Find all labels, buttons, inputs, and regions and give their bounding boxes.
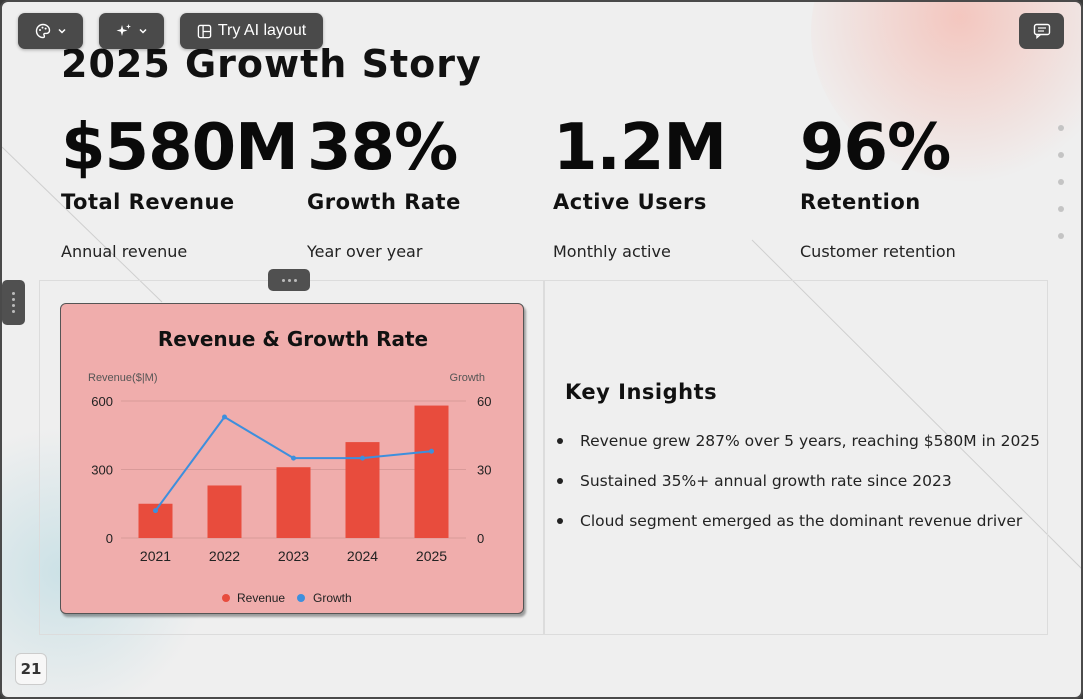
stat-value: 38% (307, 111, 458, 185)
stat-value: 96% (800, 111, 951, 185)
grip-dot (281, 278, 285, 282)
growth-point (360, 455, 365, 461)
comment-icon (1033, 23, 1050, 39)
stat-sub-text: Customer retention (800, 242, 956, 261)
y-tick-label: 600 (91, 394, 113, 409)
nav-dot[interactable] (1058, 179, 1064, 185)
grip-dot (293, 278, 297, 282)
y2-tick-label: 0 (477, 531, 484, 546)
page-number: 21 (15, 653, 47, 685)
y-axis-label: Revenue($|M) (88, 372, 158, 384)
slide-title[interactable]: 2025 Growth Story (61, 42, 482, 86)
stat-label: Total Revenue (61, 190, 235, 214)
growth-point (429, 448, 434, 454)
layout-icon (197, 24, 212, 38)
sparkles-icon (116, 24, 131, 36)
stat-label: Active Users (553, 190, 707, 214)
chart-bar (414, 405, 449, 538)
chart-bar (207, 485, 242, 538)
y2-tick-label: 60 (477, 394, 491, 409)
drag-handle-horizontal[interactable] (268, 269, 310, 291)
stat-sub-text: Year over year (307, 242, 423, 261)
stat-active-users[interactable]: 1.2M Active Users (553, 110, 798, 214)
stat-growth-rate[interactable]: 38% Growth Rate (307, 110, 552, 214)
grip-dot (287, 278, 291, 282)
legend-label-growth: Growth (313, 591, 352, 605)
palette-icon (35, 23, 50, 39)
chart-title: Revenue & Growth Rate (158, 327, 428, 351)
stat-label: Retention (800, 190, 921, 214)
grip-dot (12, 298, 15, 301)
y-tick-label: 300 (91, 463, 113, 478)
x-tick-label: 2021 (140, 548, 171, 564)
y-tick-label: 0 (106, 531, 113, 546)
stat-label: Growth Rate (307, 190, 461, 214)
list-item: Revenue grew 287% over 5 years, reaching… (555, 430, 1040, 470)
legend-marker-growth (297, 594, 305, 602)
list-item: Sustained 35%+ annual growth rate since … (555, 470, 1035, 510)
nav-dot[interactable] (1058, 233, 1064, 239)
legend-label-revenue: Revenue (237, 591, 285, 605)
grip-dot (12, 310, 15, 313)
list-item: Cloud segment emerged as the dominant re… (555, 510, 1035, 550)
growth-point (153, 508, 158, 514)
chevron-down-icon (138, 28, 147, 34)
column-divider[interactable] (543, 280, 545, 635)
stat-sub-text: Monthly active (553, 242, 671, 261)
nav-dot[interactable] (1058, 206, 1064, 212)
x-tick-label: 2025 (416, 548, 447, 564)
x-tick-label: 2022 (209, 548, 240, 564)
stat-value: 1.2M (553, 111, 727, 185)
nav-dot[interactable] (1058, 152, 1064, 158)
nav-dot[interactable] (1058, 125, 1064, 131)
try-ai-layout-button[interactable]: Try AI layout (180, 13, 323, 49)
chevron-down-icon (57, 28, 66, 34)
chart-card[interactable]: Revenue & Growth Rate Revenue($|M) Growth 0… (60, 303, 524, 614)
insights-list[interactable]: Revenue grew 287% over 5 years, reaching… (555, 430, 1040, 550)
stat-sub-text: Annual revenue (61, 242, 188, 261)
growth-point (222, 414, 227, 420)
slide-nav-dots (1058, 125, 1064, 260)
insights-title[interactable]: Key Insights (565, 380, 718, 404)
chart-bar (276, 467, 311, 538)
comment-button[interactable] (1019, 13, 1064, 49)
legend-marker-revenue (222, 594, 230, 602)
x-tick-label: 2024 (347, 548, 378, 564)
drag-handle-vertical[interactable] (2, 280, 25, 325)
ai-dropdown-button[interactable] (99, 13, 164, 49)
stat-total-revenue[interactable]: $580M Total Revenue (61, 110, 306, 214)
try-ai-layout-label: Try AI layout (217, 22, 307, 39)
grip-dot (12, 304, 15, 307)
combo-chart: Revenue & Growth Rate Revenue($|M) Growth 0… (88, 327, 491, 605)
grip-dot (12, 292, 15, 295)
y2-tick-label: 30 (477, 463, 491, 478)
y2-axis-label: Growth (450, 372, 485, 384)
stat-retention[interactable]: 96% Retention (800, 110, 1045, 214)
stat-value: $580M (61, 111, 299, 185)
x-tick-label: 2023 (278, 548, 309, 564)
growth-point (291, 455, 296, 461)
theme-dropdown-button[interactable] (18, 13, 83, 49)
